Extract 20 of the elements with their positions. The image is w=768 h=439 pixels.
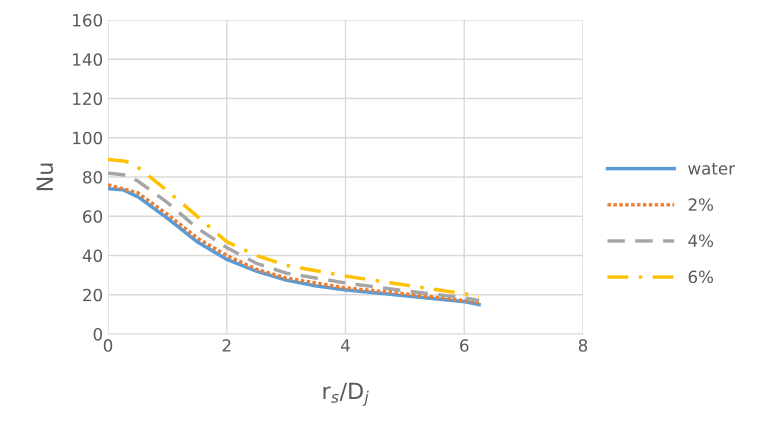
legend-label: 6% — [688, 270, 714, 284]
y-tick-label: 120 — [73, 92, 102, 106]
y-tick-label: 20 — [83, 288, 102, 302]
x-tick-label: 8 — [578, 339, 588, 352]
legend-label: 2% — [688, 198, 714, 211]
y-tick-label: 160 — [73, 14, 102, 27]
x-tick-label: 6 — [460, 339, 469, 352]
x-axis-title: r$_{s}$/D$_{j}$ — [324, 382, 369, 406]
x-tick-label: 4 — [341, 339, 350, 352]
y-axis-title: Nu — [36, 164, 54, 190]
y-tick-label: 0 — [94, 328, 102, 341]
legend-label: water — [688, 162, 735, 175]
y-tick-label: 140 — [73, 53, 102, 66]
y-tick-label: 80 — [83, 170, 102, 184]
legend-label: 4% — [688, 234, 714, 247]
y-tick-label: 60 — [83, 210, 102, 223]
x-tick-label: 0 — [104, 339, 112, 352]
y-tick-label: 40 — [82, 249, 102, 262]
x-tick-label: 2 — [222, 339, 230, 352]
y-tick-label: 100 — [73, 132, 102, 144]
